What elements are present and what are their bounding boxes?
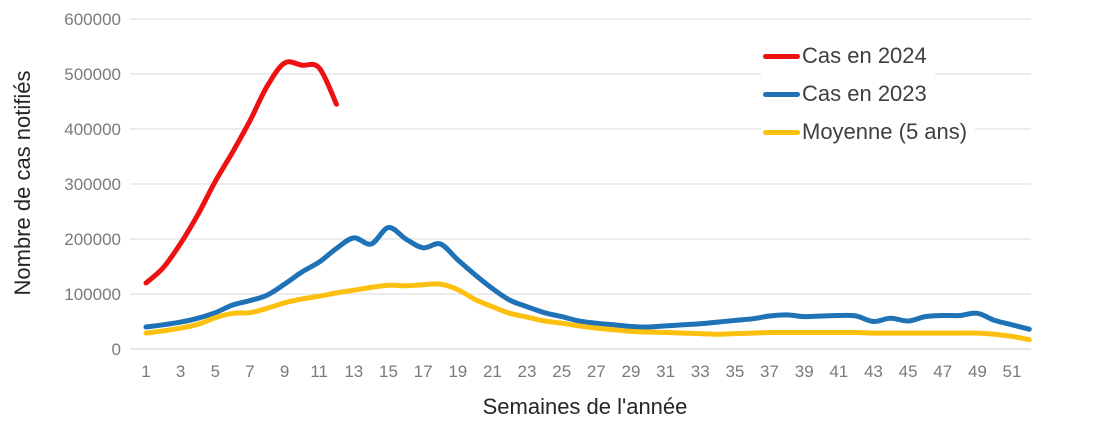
legend-line-marker-moyenne [763, 129, 800, 135]
chart-legend: Cas en 2024 Cas en 2023 Moyenne (5 ans) [761, 37, 976, 151]
x-tick-label-29: 29 [622, 362, 641, 381]
x-tick-label-9: 9 [280, 362, 289, 381]
x-tick-label-37: 37 [760, 362, 779, 381]
x-tick-label-17: 17 [414, 362, 433, 381]
x-tick-label-7: 7 [245, 362, 254, 381]
y-tick-label-500000: 500000 [64, 65, 121, 84]
legend-item-cas-en-2023: Cas en 2023 [761, 75, 935, 113]
series-line-moyenne-5-ans- [143, 281, 1032, 343]
legend-label-2024: Cas en 2024 [802, 43, 927, 68]
x-tick-label-11: 11 [310, 362, 328, 381]
x-tick-label-3: 3 [176, 362, 185, 381]
legend-item-moyenne-5-ans: Moyenne (5 ans) [761, 113, 976, 151]
x-tick-label-5: 5 [211, 362, 220, 381]
series-line-cas-en-2023 [143, 225, 1032, 332]
x-tick-label-49: 49 [968, 362, 987, 381]
x-tick-label-47: 47 [933, 362, 952, 381]
x-tick-label-45: 45 [899, 362, 918, 381]
x-tick-label-21: 21 [483, 362, 502, 381]
y-tick-label-300000: 300000 [64, 175, 121, 194]
x-axis-title: Semaines de l'année [483, 394, 688, 419]
x-axis-tick-labels: 1 3 5 7 9 11 13 15 17 19 21 23 25 27 29 31 33 35 37 39 41 43 4… [141, 362, 1021, 381]
legend-line-marker-2023 [763, 91, 800, 97]
x-tick-label-51: 51 [1003, 362, 1022, 381]
x-tick-label-1: 1 [141, 362, 150, 381]
y-tick-label-0: 0 [112, 340, 121, 359]
x-tick-label-41: 41 [829, 362, 848, 381]
x-tick-label-13: 13 [344, 362, 363, 381]
x-tick-label-33: 33 [691, 362, 710, 381]
series-line-cas-en-2024 [143, 59, 339, 286]
x-tick-label-27: 27 [587, 362, 606, 381]
x-tick-label-31: 31 [656, 362, 675, 381]
x-tick-label-23: 23 [518, 362, 537, 381]
y-axis-title: Nombre de cas notifiés [10, 71, 35, 296]
gridlines [130, 18, 1031, 350]
x-tick-label-15: 15 [379, 362, 398, 381]
legend-item-cas-en-2024: Cas en 2024 [761, 37, 935, 75]
y-tick-label-200000: 200000 [64, 230, 121, 249]
x-tick-label-35: 35 [725, 362, 744, 381]
y-tick-label-100000: 100000 [64, 285, 121, 304]
x-tick-label-19: 19 [448, 362, 467, 381]
y-tick-label-400000: 400000 [64, 120, 121, 139]
x-tick-label-43: 43 [864, 362, 883, 381]
legend-label-2023: Cas en 2023 [802, 81, 927, 106]
series-lines [143, 59, 1032, 343]
legend-label-moyenne: Moyenne (5 ans) [802, 119, 968, 144]
x-tick-label-25: 25 [552, 362, 571, 381]
y-tick-label-600000: 600000 [64, 10, 121, 29]
y-axis-tick-labels: 0 100000 200000 300000 400000 500000 600000 [64, 10, 121, 359]
legend-line-marker-2024 [763, 53, 800, 59]
x-tick-label-39: 39 [795, 362, 814, 381]
